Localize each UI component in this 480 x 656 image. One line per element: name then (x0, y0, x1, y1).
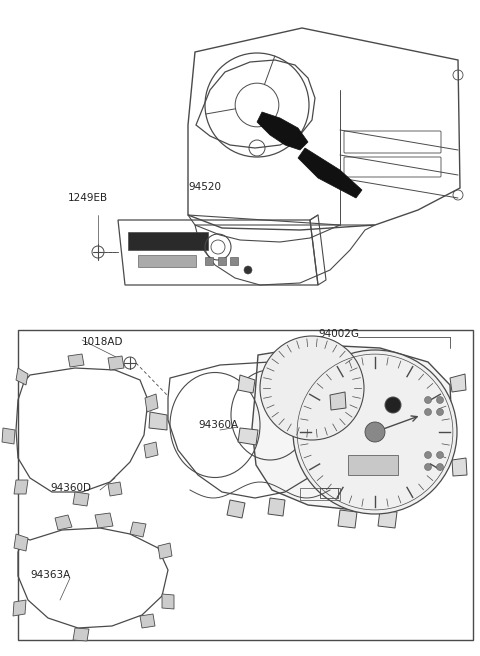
Circle shape (365, 422, 385, 442)
Polygon shape (298, 148, 362, 198)
Polygon shape (68, 354, 84, 367)
Polygon shape (108, 356, 124, 370)
Circle shape (424, 464, 432, 470)
Text: 94363A: 94363A (30, 570, 70, 580)
Polygon shape (73, 492, 89, 506)
Text: 94371B: 94371B (365, 385, 405, 395)
Circle shape (293, 350, 457, 514)
Polygon shape (338, 510, 357, 528)
Polygon shape (378, 510, 397, 528)
Polygon shape (452, 458, 467, 476)
Polygon shape (330, 392, 346, 410)
Polygon shape (450, 374, 466, 392)
Circle shape (260, 336, 364, 440)
Polygon shape (140, 614, 155, 628)
Polygon shape (14, 480, 28, 494)
Text: 94520: 94520 (188, 182, 221, 192)
Text: 1249EB: 1249EB (68, 193, 108, 203)
Circle shape (424, 451, 432, 459)
Polygon shape (252, 345, 452, 510)
Polygon shape (16, 368, 28, 385)
Circle shape (436, 451, 444, 459)
Circle shape (424, 409, 432, 415)
Polygon shape (55, 515, 72, 530)
Polygon shape (149, 412, 167, 430)
Bar (320, 488, 338, 498)
Polygon shape (73, 628, 89, 641)
Circle shape (436, 396, 444, 403)
Bar (128, 232, 208, 250)
Bar (18, 330, 473, 640)
Bar (205, 257, 213, 265)
Polygon shape (268, 498, 285, 516)
Polygon shape (158, 543, 172, 559)
Polygon shape (108, 482, 122, 496)
Polygon shape (238, 375, 255, 393)
Polygon shape (14, 534, 28, 551)
Bar (230, 257, 238, 265)
Circle shape (244, 266, 252, 274)
Polygon shape (227, 500, 245, 518)
Polygon shape (162, 594, 174, 609)
Circle shape (436, 464, 444, 470)
Text: 94360D: 94360D (50, 483, 91, 493)
Circle shape (436, 409, 444, 415)
Polygon shape (145, 394, 158, 412)
Circle shape (385, 397, 401, 413)
Polygon shape (257, 112, 308, 150)
Polygon shape (144, 442, 158, 458)
Polygon shape (95, 513, 113, 528)
Bar (300, 488, 340, 500)
Bar (138, 255, 196, 267)
Bar (348, 455, 398, 475)
Polygon shape (238, 428, 258, 445)
Polygon shape (130, 522, 146, 537)
Polygon shape (13, 600, 26, 616)
Text: 94002G: 94002G (318, 329, 359, 339)
Text: 94360A: 94360A (198, 420, 238, 430)
Bar (218, 257, 226, 265)
Polygon shape (2, 428, 15, 444)
Circle shape (424, 396, 432, 403)
Text: 1018AD: 1018AD (82, 337, 123, 347)
